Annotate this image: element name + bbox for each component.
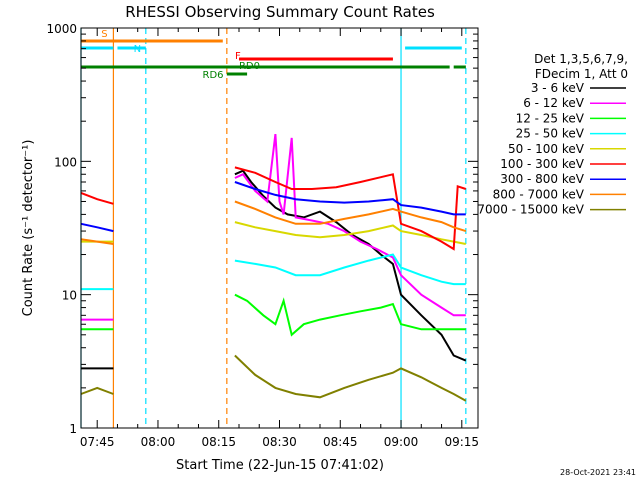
series-100-300-kev — [80, 166, 467, 251]
flag-rd6-label: RD6 — [203, 70, 224, 81]
legend-50-100-kev-label: 50 - 100 keV — [508, 142, 585, 156]
series-300-800-kev — [80, 181, 466, 233]
flag-s-label: S — [101, 29, 107, 40]
series-7000-15000-kev — [80, 354, 467, 402]
flag-rd0-label: RD0 — [239, 61, 260, 72]
legend-header-1: Det 1,3,5,6,7,9, — [534, 52, 628, 66]
series-3-6-kev-segment-2 — [234, 169, 467, 362]
y-tick-label-1: 1 — [69, 422, 77, 436]
legend-7000-15000-kev-label: 7000 - 15000 keV — [477, 203, 584, 217]
legend-100-300-kev-label: 100 - 300 keV — [500, 157, 584, 171]
y-tick-label-100: 100 — [54, 155, 77, 169]
series-12-25-kev — [81, 293, 466, 337]
flag-f-label: F — [235, 51, 241, 62]
y-tick-label-1000: 1000 — [46, 22, 77, 36]
series-3-6-kev — [81, 169, 467, 370]
series-100-300-kev-segment-1 — [80, 191, 114, 205]
x-tick-label-08-30: 08:30 — [262, 435, 297, 449]
series-100-300-kev-segment-2 — [234, 166, 467, 251]
series-300-800-kev-segment-1 — [80, 222, 114, 233]
x-tick-label-08-45: 08:45 — [323, 435, 358, 449]
series-25-50-kev — [81, 253, 466, 291]
flag-n-label: N — [134, 44, 141, 55]
series-12-25-kev-segment-2 — [234, 293, 466, 337]
chart-title: RHESSI Observing Summary Count Rates — [125, 3, 435, 21]
series-6-12-kev — [81, 133, 466, 321]
legend-800-7000-kev-label: 800 - 7000 keV — [493, 187, 585, 201]
legend-3-6-kev-label: 3 - 6 keV — [531, 81, 585, 95]
legend-header-2: FDecim 1, Att 0 — [535, 67, 628, 81]
series-7000-15000-kev-segment-1 — [80, 386, 114, 395]
timestamp: 28-Oct-2021 23:41 — [560, 468, 636, 477]
series-6-12-kev-segment-2 — [234, 133, 466, 317]
legend-12-25-kev-label: 12 - 25 keV — [516, 111, 585, 125]
series-800-7000-kev — [80, 200, 467, 245]
x-tick-label-09-00: 09:00 — [384, 435, 419, 449]
x-tick-label-08-15: 08:15 — [201, 435, 236, 449]
series-300-800-kev-segment-2 — [234, 181, 466, 216]
series-50-100-kev-segment-2 — [234, 221, 466, 245]
series-7000-15000-kev-segment-2 — [234, 354, 467, 402]
y-tick-label-10: 10 — [62, 289, 77, 303]
series-800-7000-kev-segment-2 — [234, 200, 467, 233]
plot-frame — [80, 27, 479, 429]
x-tick-label-07-45: 07:45 — [80, 435, 115, 449]
legend-300-800-kev-label: 300 - 800 keV — [500, 172, 584, 186]
x-tick-label-08-00: 08:00 — [141, 435, 176, 449]
x-tick-label-09-15: 09:15 — [444, 435, 479, 449]
legend-6-12-kev-label: 6 - 12 keV — [523, 96, 585, 110]
legend-25-50-kev-label: 25 - 50 keV — [516, 127, 585, 141]
series-800-7000-kev-segment-1 — [80, 238, 114, 245]
y-axis-label: Count Rate (s⁻¹ detector⁻¹) — [21, 140, 36, 317]
series-25-50-kev-segment-2 — [234, 253, 466, 286]
axis-layer: 07:45 08:00 08:15 08:30 08:45 09:00 09:15 1 10 10… — [46, 22, 479, 449]
x-axis-label: Start Time (22-Jun-15 07:41:02) — [176, 458, 384, 473]
